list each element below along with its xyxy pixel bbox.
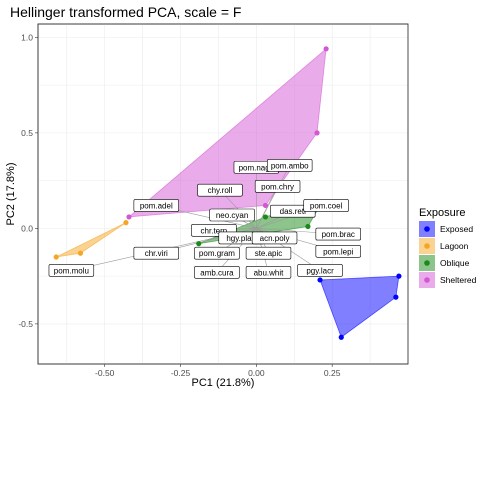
species-label-pom-chry: pom.chry <box>254 180 301 193</box>
legend-key-point <box>424 226 430 232</box>
legend-label: Lagoon <box>440 241 469 251</box>
species-label-text: chr.tern <box>201 226 228 235</box>
species-label-pom-molu: pom.molu <box>48 264 95 277</box>
species-label-box <box>209 208 255 222</box>
species-label-pom-lepi: pom.lepi <box>315 245 361 258</box>
species-label-text: acn.poly <box>260 234 290 243</box>
legend-item-lagoon: Lagoon <box>419 238 469 254</box>
chart-title: Hellinger transformed PCA, scale = F <box>10 4 241 20</box>
point-oblique <box>262 214 269 220</box>
species-label-text: pom.coel <box>310 201 343 210</box>
legend-item-oblique: Oblique <box>419 255 470 271</box>
y-tick-label: 0.5 <box>21 128 33 138</box>
point-oblique <box>196 241 202 247</box>
legend-title: Exposure <box>419 207 465 219</box>
species-label-chr-viri: chr.viri <box>133 246 179 260</box>
species-label-text: pom.molu <box>54 266 89 275</box>
species-label-text: pom.ambo <box>271 161 309 170</box>
y-tick-label: -0.5 <box>18 319 33 329</box>
y-axis-label: PC2 (17.8%) <box>5 163 17 226</box>
species-label-amb-cura: amb.cura <box>194 266 240 279</box>
point-lagoon <box>123 220 129 226</box>
point-exposed <box>317 277 323 283</box>
species-label-text: pom.gram <box>199 249 235 258</box>
point-sheltered <box>314 130 320 136</box>
legend-label: Oblique <box>440 258 470 268</box>
species-label-box <box>194 266 240 279</box>
species-label-box <box>315 227 361 241</box>
species-label-text: pom.brac <box>322 230 355 239</box>
x-tick-label: -0.50 <box>95 368 115 378</box>
species-label-text: chy.roll <box>208 186 233 195</box>
point-sheltered <box>323 46 329 52</box>
x-tick-label: 0.00 <box>248 368 265 378</box>
species-label-box <box>267 159 313 172</box>
species-label-box <box>251 231 298 245</box>
legend-label: Exposed <box>440 224 473 234</box>
species-label-pom-ambo: pom.ambo <box>267 159 313 172</box>
species-label-box <box>245 266 292 279</box>
point-sheltered <box>126 214 132 220</box>
y-tick-label: 1.0 <box>21 32 33 42</box>
y-axis: -0.5 0.0 0.5 1.0 <box>18 32 38 329</box>
plot-border <box>37 23 409 365</box>
species-label-box <box>133 246 179 260</box>
point-oblique <box>305 223 311 230</box>
species-label-box <box>297 264 343 277</box>
species-label-box <box>133 199 179 212</box>
species-label-box <box>303 199 349 212</box>
species-label-pom-brac: pom.brac <box>315 227 361 241</box>
x-axis-label: PC1 (21.8%) <box>192 377 255 389</box>
hull-lagoon <box>56 222 127 258</box>
legend-item-sheltered: Sheltered <box>419 272 477 288</box>
species-label-acn-poly: acn.poly <box>251 231 298 245</box>
species-label-box <box>197 183 243 197</box>
species-label-text: neo.cyan <box>216 211 248 220</box>
species-label-text: das.reti <box>280 207 306 216</box>
species-label-box <box>254 180 301 193</box>
point-lagoon <box>77 250 84 256</box>
species-label-box <box>194 246 240 260</box>
species-label-box <box>245 246 292 260</box>
species-label-text: pom.chry <box>261 182 294 191</box>
legend-key-point <box>424 243 430 249</box>
x-tick-label: -0.25 <box>171 368 191 378</box>
species-label-text: pom.lepi <box>323 247 353 256</box>
legend: Exposure Exposed Lagoon Oblique Sheltered <box>419 207 477 288</box>
species-label-pgy-lacr: pgy.lacr <box>297 264 343 277</box>
x-axis: -0.50 -0.25 0.00 0.25 <box>95 364 341 378</box>
legend-key-point <box>424 260 430 266</box>
point-exposed <box>393 294 399 300</box>
point-exposed <box>338 334 344 340</box>
legend-item-exposed: Exposed <box>419 221 473 237</box>
species-label-text: ste.apic <box>255 249 283 258</box>
legend-key-point <box>424 277 430 283</box>
y-tick-label: 0.0 <box>21 223 33 233</box>
species-label-text: pom.adel <box>140 201 173 210</box>
species-label-neo-cyan: neo.cyan <box>209 208 255 222</box>
species-label-text: pom.naga <box>239 163 275 172</box>
species-label-pom-adel: pom.adel <box>133 199 179 212</box>
species-label-text: hgy.plag <box>226 234 256 243</box>
species-label-abu-whit: abu.whit <box>245 266 292 279</box>
point-sheltered <box>262 202 269 209</box>
species-label-pom-coel: pom.coel <box>303 199 349 212</box>
species-label-box <box>48 264 95 277</box>
point-exposed <box>396 273 402 279</box>
species-label-text: chr.viri <box>145 249 168 258</box>
species-label-chy-roll: chy.roll <box>197 183 243 197</box>
species-label-pom-gram: pom.gram <box>194 246 240 260</box>
point-lagoon <box>53 254 59 260</box>
species-label-ste-apic: ste.apic <box>245 246 292 260</box>
species-label-text: abu.whit <box>254 268 285 277</box>
x-tick-label: 0.25 <box>324 368 341 378</box>
species-label-text: pgy.lacr <box>306 266 334 275</box>
species-label-box <box>315 245 361 258</box>
legend-label: Sheltered <box>440 275 477 285</box>
species-label-text: amb.cura <box>200 268 234 277</box>
